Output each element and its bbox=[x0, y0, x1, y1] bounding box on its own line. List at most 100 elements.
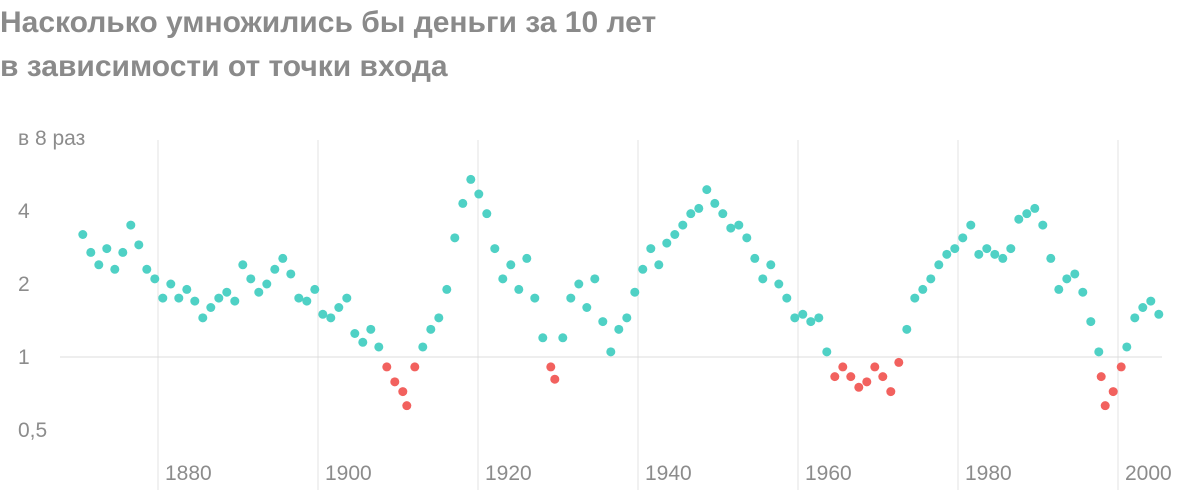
data-point bbox=[134, 240, 144, 250]
data-point bbox=[366, 324, 376, 334]
data-point bbox=[750, 253, 760, 263]
data-point bbox=[254, 287, 264, 297]
data-point bbox=[1096, 372, 1106, 382]
data-point bbox=[1022, 209, 1032, 219]
data-point bbox=[758, 274, 768, 284]
data-point bbox=[798, 309, 808, 319]
data-point bbox=[398, 387, 408, 397]
data-point bbox=[150, 274, 160, 284]
data-point bbox=[238, 260, 248, 270]
data-point bbox=[574, 279, 584, 289]
data-point bbox=[538, 333, 548, 343]
data-point bbox=[418, 342, 428, 352]
data-point bbox=[442, 284, 452, 294]
data-point bbox=[854, 382, 864, 392]
data-point bbox=[318, 309, 328, 319]
data-point bbox=[790, 313, 800, 323]
data-point bbox=[910, 293, 920, 303]
data-point bbox=[862, 377, 872, 387]
data-point bbox=[450, 233, 460, 243]
data-point bbox=[94, 260, 104, 270]
data-point bbox=[806, 317, 816, 327]
data-point bbox=[638, 264, 648, 274]
data-point bbox=[742, 233, 752, 243]
y-tick-label: в 8 раз bbox=[18, 127, 85, 150]
data-point bbox=[1100, 401, 1110, 411]
data-point bbox=[434, 313, 444, 323]
data-point bbox=[214, 293, 224, 303]
data-point bbox=[126, 220, 136, 230]
data-point bbox=[1122, 342, 1132, 352]
data-point bbox=[182, 284, 192, 294]
data-point bbox=[678, 220, 688, 230]
data-point bbox=[118, 247, 128, 257]
data-point bbox=[846, 372, 856, 382]
data-point bbox=[686, 209, 696, 219]
data-point bbox=[1094, 347, 1104, 357]
x-tick-label: 2000 bbox=[1125, 462, 1172, 485]
data-point bbox=[1006, 244, 1016, 254]
data-point bbox=[514, 284, 524, 294]
data-point bbox=[78, 230, 88, 240]
data-point bbox=[166, 279, 176, 289]
data-point bbox=[1138, 303, 1148, 313]
data-point bbox=[158, 293, 168, 303]
data-point bbox=[206, 303, 216, 313]
data-point bbox=[310, 284, 320, 294]
data-point bbox=[702, 185, 712, 195]
data-point bbox=[342, 293, 352, 303]
data-point bbox=[582, 303, 592, 313]
data-point bbox=[550, 374, 560, 384]
x-tick-label: 1940 bbox=[645, 462, 692, 485]
data-point bbox=[110, 264, 120, 274]
data-point bbox=[506, 260, 516, 270]
data-point bbox=[1046, 253, 1056, 263]
data-point bbox=[934, 260, 944, 270]
data-point bbox=[894, 357, 904, 367]
data-point bbox=[966, 220, 976, 230]
data-point bbox=[270, 264, 280, 274]
data-point bbox=[902, 324, 912, 334]
data-point bbox=[426, 324, 436, 334]
data-point bbox=[190, 296, 200, 306]
data-point bbox=[558, 333, 568, 343]
data-point bbox=[390, 377, 400, 387]
data-point bbox=[998, 253, 1008, 263]
data-point bbox=[302, 296, 312, 306]
data-point bbox=[814, 313, 824, 323]
data-point bbox=[734, 220, 744, 230]
data-point bbox=[942, 249, 952, 259]
data-point bbox=[926, 274, 936, 284]
data-point bbox=[482, 209, 492, 219]
data-point bbox=[490, 244, 500, 254]
data-point bbox=[718, 209, 728, 219]
data-point bbox=[230, 296, 240, 306]
data-point bbox=[1062, 274, 1072, 284]
data-point bbox=[402, 401, 412, 411]
data-point bbox=[498, 274, 508, 284]
chart-title: в зависимости от точки входа bbox=[0, 50, 448, 83]
data-point bbox=[1086, 317, 1096, 327]
data-point bbox=[1078, 287, 1088, 297]
data-point bbox=[374, 342, 384, 352]
data-point bbox=[694, 203, 704, 213]
data-point bbox=[278, 253, 288, 263]
data-point bbox=[142, 264, 152, 274]
data-point bbox=[662, 238, 672, 248]
data-point bbox=[222, 287, 232, 297]
data-point bbox=[350, 328, 360, 338]
data-point bbox=[654, 260, 664, 270]
data-point bbox=[878, 372, 888, 382]
data-point bbox=[886, 387, 896, 397]
data-point bbox=[102, 244, 112, 254]
x-tick-label: 1960 bbox=[805, 462, 852, 485]
data-point bbox=[590, 274, 600, 284]
y-tick-label: 4 bbox=[18, 200, 30, 223]
data-point bbox=[294, 293, 304, 303]
data-point bbox=[838, 362, 848, 372]
data-point bbox=[286, 269, 296, 279]
data-point bbox=[1014, 214, 1024, 224]
data-point bbox=[530, 293, 540, 303]
data-point bbox=[86, 247, 96, 257]
